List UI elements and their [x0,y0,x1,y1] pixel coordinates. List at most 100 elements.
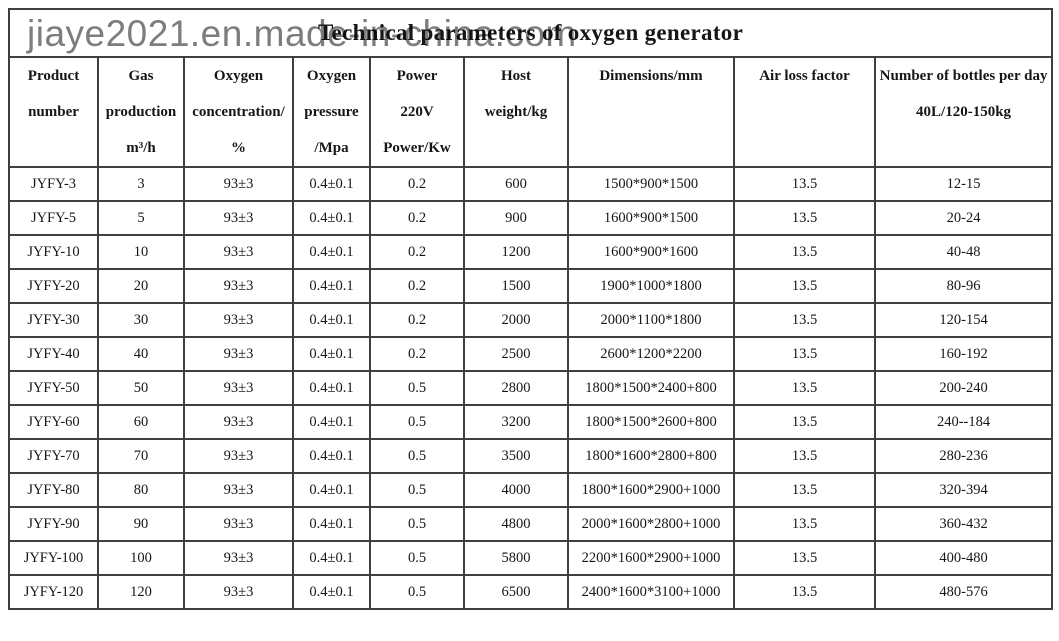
column-header-line: Number of bottles per day [879,68,1048,84]
table-cell: 13.5 [733,302,876,338]
column-header-line: Dimensions/mm [599,68,703,84]
table-cell: 0.4±0.1 [292,200,371,236]
table-cell: 2000*1600*2800+1000 [567,506,735,542]
column-header-product-number: Product number [8,56,99,168]
table-cell: 1200 [463,234,569,270]
table-cell: JYFY-30 [8,302,99,338]
table-cell: 5800 [463,540,569,576]
table-cell: 0.5 [369,540,465,576]
table-cell: 2500 [463,336,569,372]
table-cell: 13.5 [733,370,876,406]
column-header-line: pressure [304,104,359,120]
table-cell: 360-432 [873,506,1054,542]
table-cell: 900 [463,200,569,236]
table-cell: 1500*900*1500 [567,166,735,202]
table-cell: 0.2 [369,166,465,202]
table-cell: 4000 [463,472,569,508]
table-cell: 1800*1600*2800+800 [567,438,735,474]
column-header-line: /Mpa [314,140,349,156]
column-header-line: production [105,104,177,120]
table-cell: 13.5 [733,336,876,372]
table-cell: JYFY-120 [8,574,99,610]
table-cell: 5 [97,200,185,236]
table-cell: JYFY-20 [8,268,99,304]
table-body: JYFY-3 3 93±3 0.4±0.1 0.2 600 1500*900*1500 13.… [8,166,1054,610]
table-cell: 0.5 [369,404,465,440]
column-header-power: Power 220V Power/Kw [369,56,465,168]
column-header-oxygen-pressure: Oxygen pressure/Mpa [292,56,371,168]
column-header-line: Air loss factor [759,68,850,84]
table-cell: 1800*1600*2900+1000 [567,472,735,508]
table-cell: 13.5 [733,404,876,440]
column-header-air-loss-factor: Air loss factor [733,56,876,168]
column-header-line: Product [27,68,80,84]
table-cell: 0.5 [369,506,465,542]
table-cell: 0.2 [369,200,465,236]
table-cell: 1900*1000*1800 [567,268,735,304]
table-cell: 50 [97,370,185,406]
column-header-line: Power/Kw [383,140,451,156]
table-cell: 93±3 [183,370,294,406]
column-header-line: 220V [400,104,434,120]
table-cell: 200-240 [873,370,1054,406]
column-header-oxygen-concentration: Oxygen concentration/% [183,56,294,168]
table-cell: 13.5 [733,574,876,610]
table-cell: 240--184 [873,404,1054,440]
table-cell: 0.4±0.1 [292,438,371,474]
table-cell: 1500 [463,268,569,304]
table-cell: 2200*1600*2900+1000 [567,540,735,576]
table-cell: 2800 [463,370,569,406]
table-cell: JYFY-90 [8,506,99,542]
table-cell: 13.5 [733,166,876,202]
table-cell: 0.4±0.1 [292,472,371,508]
table-cell: 60 [97,404,185,440]
table-cell: 3 [97,166,185,202]
table-cell: 0.4±0.1 [292,336,371,372]
column-header-line: Gas [128,68,154,84]
table-cell: JYFY-5 [8,200,99,236]
table-row: JYFY-120 120 93±3 0.4±0.1 0.5 6500 2400*1600*3… [8,574,1054,610]
table-cell: 93±3 [183,268,294,304]
table-cell: 13.5 [733,438,876,474]
table-cell: 0.5 [369,472,465,508]
table-cell: 100 [97,540,185,576]
table-cell: 0.2 [369,234,465,270]
table-cell: 13.5 [733,268,876,304]
table-cell: 13.5 [733,200,876,236]
table-cell: 160-192 [873,336,1054,372]
table-cell: JYFY-40 [8,336,99,372]
table-cell: 13.5 [733,234,876,270]
table-cell: 3500 [463,438,569,474]
table-cell: 4800 [463,506,569,542]
table-row: JYFY-40 40 93±3 0.4±0.1 0.2 2500 2600*1200*220… [8,336,1054,372]
table-cell: 20 [97,268,185,304]
table-cell: 120-154 [873,302,1054,338]
table-row: JYFY-90 90 93±3 0.4±0.1 0.5 4800 2000*1600*280… [8,506,1054,542]
column-header-gas-production: Gas production m³/h [97,56,185,168]
table-cell: 0.5 [369,438,465,474]
table-cell: 320-394 [873,472,1054,508]
table-cell: 0.2 [369,268,465,304]
table-cell: 0.4±0.1 [292,302,371,338]
table-cell: JYFY-70 [8,438,99,474]
table-cell: 0.4±0.1 [292,268,371,304]
table-cell: 480-576 [873,574,1054,610]
table-cell: 30 [97,302,185,338]
table-cell: 93±3 [183,506,294,542]
table-cell: 40 [97,336,185,372]
table-row: JYFY-3 3 93±3 0.4±0.1 0.2 600 1500*900*1500 13.… [8,166,1054,202]
table-row: JYFY-70 70 93±3 0.4±0.1 0.5 3500 1800*1600*280… [8,438,1054,474]
table-cell: 13.5 [733,540,876,576]
table-cell: 3200 [463,404,569,440]
table-cell: 10 [97,234,185,270]
column-header-line: weight/kg [484,104,548,120]
table-cell: 40-48 [873,234,1054,270]
table-cell: JYFY-10 [8,234,99,270]
table-title-row: Technical parameters of oxygen generator [7,8,1054,58]
table-row: JYFY-10 10 93±3 0.4±0.1 0.2 1200 1600*900*1600… [8,234,1054,270]
table-cell: 0.5 [369,574,465,610]
table-cell: 120 [97,574,185,610]
column-header-line: Oxygen [213,68,264,84]
table-cell: 0.4±0.1 [292,370,371,406]
table-cell: 80 [97,472,185,508]
